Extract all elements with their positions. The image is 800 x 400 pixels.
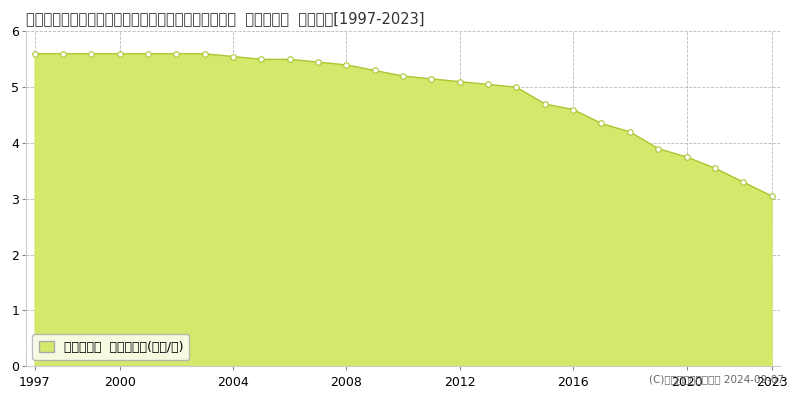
Point bbox=[454, 78, 466, 85]
Text: (C)土地価格ドットコム 2024-09-07: (C)土地価格ドットコム 2024-09-07 bbox=[649, 374, 784, 384]
Point bbox=[538, 101, 551, 107]
Point bbox=[425, 76, 438, 82]
Point bbox=[397, 73, 410, 79]
Point bbox=[737, 179, 750, 185]
Point bbox=[482, 81, 494, 88]
Point bbox=[652, 145, 665, 152]
Point bbox=[510, 84, 523, 90]
Point bbox=[85, 50, 98, 57]
Point bbox=[170, 50, 182, 57]
Point bbox=[142, 50, 154, 57]
Point bbox=[623, 129, 636, 135]
Point bbox=[198, 50, 211, 57]
Point bbox=[226, 53, 239, 60]
Point bbox=[113, 50, 126, 57]
Point bbox=[255, 56, 268, 62]
Point bbox=[28, 50, 41, 57]
Point bbox=[340, 62, 353, 68]
Point bbox=[312, 59, 325, 65]
Point bbox=[765, 193, 778, 199]
Text: 岩手県九戸郡軽米町大字軽米第３地割字中坪２８番３  基準地価格  地価推移[1997-2023]: 岩手県九戸郡軽米町大字軽米第３地割字中坪２８番３ 基準地価格 地価推移[1997… bbox=[26, 11, 425, 26]
Legend: 基準地価格  平均坪単価(万円/坪): 基準地価格 平均坪単価(万円/坪) bbox=[32, 334, 190, 360]
Point bbox=[566, 106, 579, 113]
Point bbox=[595, 120, 608, 127]
Point bbox=[368, 67, 381, 74]
Point bbox=[57, 50, 70, 57]
Point bbox=[680, 154, 693, 160]
Point bbox=[709, 165, 722, 171]
Point bbox=[283, 56, 296, 62]
